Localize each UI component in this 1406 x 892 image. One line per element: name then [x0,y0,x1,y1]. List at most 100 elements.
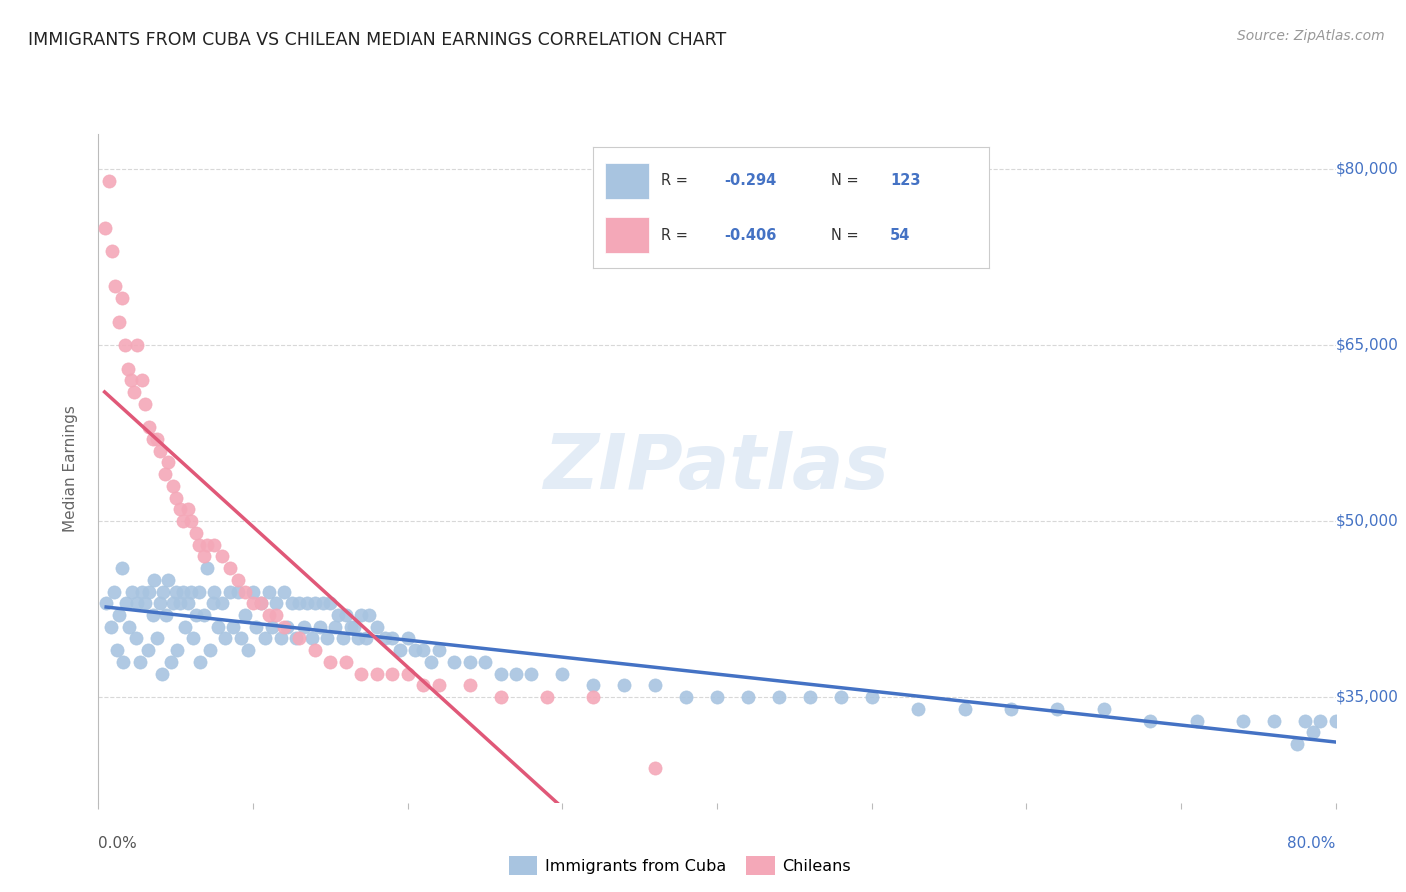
Text: $80,000: $80,000 [1336,161,1399,177]
Point [350,607,373,622]
Point [180,584,202,599]
Point [162,479,184,493]
Point [146,632,169,646]
Point [136,643,159,657]
Point [443,655,465,669]
Point [188,538,211,552]
Point [180,514,202,528]
Point [114,338,136,352]
Point [157,455,180,469]
Point [118,620,141,634]
Text: $35,000: $35,000 [1336,690,1399,705]
Point [953,702,976,716]
Point [316,632,339,646]
Point [799,690,821,705]
Point [257,607,280,622]
Point [582,690,605,705]
Point [138,584,160,599]
Point [152,584,174,599]
Point [427,678,450,692]
Point [127,338,149,352]
Point [117,361,139,376]
Point [105,643,128,657]
Point [134,397,156,411]
Point [122,384,145,399]
Point [226,573,249,587]
Point [288,596,311,610]
Point [111,291,132,305]
Point [222,620,245,634]
Point [226,584,249,599]
Point [520,666,543,681]
Point [768,690,790,705]
Point [172,514,194,528]
Point [292,620,315,634]
Point [505,666,527,681]
Point [907,702,929,716]
Point [419,655,441,669]
Point [204,584,226,599]
Point [312,596,335,610]
Point [335,655,357,669]
Point [737,690,759,705]
Point [304,596,326,610]
Point [285,632,308,646]
Point [103,584,125,599]
Text: $65,000: $65,000 [1336,337,1399,352]
Point [326,607,350,622]
Point [169,596,191,610]
Point [458,678,481,692]
Point [1286,737,1309,751]
Point [160,655,183,669]
Point [141,432,165,446]
Point [675,690,697,705]
Point [254,632,277,646]
Point [308,620,330,634]
Point [374,632,396,646]
Point [323,620,346,634]
Point [396,632,419,646]
Point [273,620,295,634]
Point [489,666,512,681]
Point [190,655,212,669]
Point [138,420,160,434]
Point [250,596,273,610]
Point [1046,702,1069,716]
Point [204,538,226,552]
Point [264,596,288,610]
Point [155,607,177,622]
Point [273,584,295,599]
Point [129,655,152,669]
Point [339,620,361,634]
Point [644,761,666,775]
Point [111,561,132,575]
Point [335,607,357,622]
Point [250,596,273,610]
Point [195,538,218,552]
Point [157,573,180,587]
Text: IMMIGRANTS FROM CUBA VS CHILEAN MEDIAN EARNINGS CORRELATION CHART: IMMIGRANTS FROM CUBA VS CHILEAN MEDIAN E… [28,31,727,49]
Point [288,632,311,646]
Point [319,655,342,669]
Point [396,666,419,681]
Point [427,643,450,657]
Point [233,607,257,622]
Point [149,596,172,610]
Point [188,584,211,599]
Point [1324,714,1347,728]
Point [304,643,326,657]
Point [141,607,165,622]
Point [211,549,233,564]
Point [242,596,264,610]
Point [536,690,558,705]
Point [219,561,242,575]
Point [270,632,292,646]
Point [124,632,146,646]
Point [229,632,252,646]
Point [860,690,883,705]
Point [172,584,194,599]
Point [131,584,153,599]
Point [257,584,280,599]
Point [207,620,229,634]
Text: ZIPatlas: ZIPatlas [544,432,890,505]
